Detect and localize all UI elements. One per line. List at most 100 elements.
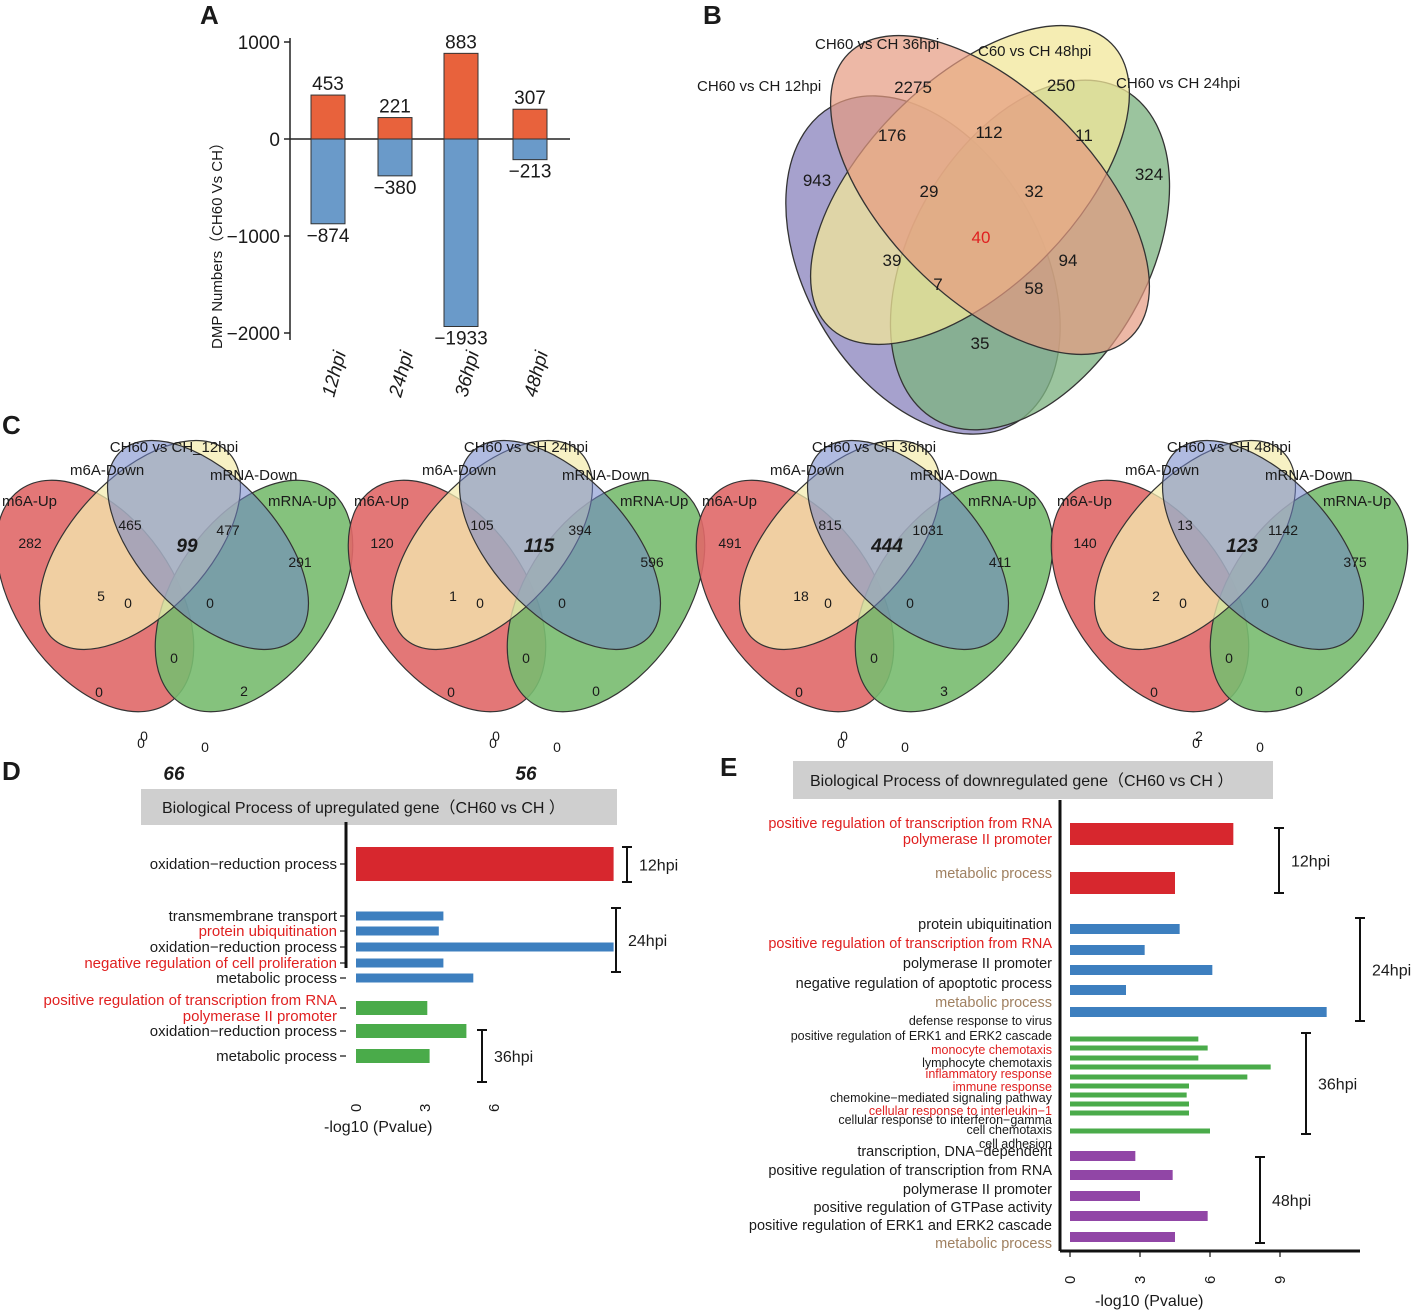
venn-c-region-count: 123: [1226, 536, 1258, 557]
venn-c-set-mrna-down: [1161, 439, 1365, 651]
venn-b-region-count: 250: [1047, 76, 1075, 95]
x-tick-label: 3: [417, 1104, 434, 1112]
venn-c-label-mrna-down: mRNA-Down: [210, 467, 298, 484]
venn-b-region-count: 32: [1025, 182, 1044, 201]
venn-c-region-count: 0: [206, 595, 214, 611]
go-term-label: positive regulation of transcription fro…: [768, 816, 1052, 848]
venn-c-label-m6a-down: m6A-Down: [70, 462, 144, 479]
venn-c-label-m6a-up: m6A-Up: [702, 493, 757, 510]
go-bar: [1070, 1128, 1210, 1134]
go-term-label: oxidation−reduction process: [150, 856, 337, 873]
venn-c-region-count: 411: [989, 554, 1012, 570]
panel-d-title-box: [141, 789, 617, 825]
go-term-label: defense response to virus: [909, 1014, 1052, 1028]
group-label: 12hpi: [1291, 854, 1330, 871]
venn-c-label-m6a-up: m6A-Up: [354, 493, 409, 510]
venn-b-set-36hpi: [829, 34, 1151, 356]
venn-c-region-count: 105: [470, 517, 494, 533]
go-term-label: negative regulation of apoptotic process: [796, 976, 1052, 992]
bar-up: [377, 117, 413, 140]
go-term-label: cell chemotaxis: [967, 1123, 1052, 1137]
venn-b-region-count: 40: [972, 228, 991, 247]
venn-c-label-mrna-up: mRNA-Up: [268, 493, 336, 510]
venn-c-label-mrna-down: mRNA-Down: [562, 467, 650, 484]
venn-c-region-count: 5: [97, 588, 105, 604]
venn-c-region-count: 115: [524, 536, 555, 557]
venn-c-region-count: 2: [1152, 588, 1160, 604]
x-tick-label: 9: [1272, 1276, 1289, 1284]
venn-c-diagram: CH60 vs CH 24hpi m6A-Up m6A-Down mRNA-Down m…: [347, 439, 706, 785]
panel-a-y-label: DMP Numbers（CH60 Vs CH）: [209, 135, 226, 349]
venn-c-region-count: 815: [818, 517, 842, 533]
venn-c-region-count: 56: [515, 764, 537, 785]
go-bar: [1070, 1007, 1327, 1017]
venn-c-region-count: 375: [1343, 554, 1367, 570]
go-bar: [1070, 1064, 1271, 1070]
venn-c-region-count: 2: [1195, 728, 1203, 744]
venn-c-region-count: 2: [240, 683, 248, 699]
panel-b-venn: CH60 vs CH 12hpi CH60 vs CH 36hpi C60 vs…: [697, 24, 1240, 435]
venn-c-region-count: 0: [901, 739, 909, 755]
venn-b-title-36hpi: CH60 vs CH 36hpi: [815, 36, 939, 53]
go-bar: [356, 1024, 467, 1038]
venn-c-label-m6a-up: m6A-Up: [2, 493, 57, 510]
venn-c-region-count: 0: [489, 735, 497, 751]
go-term-label: metabolic process: [935, 866, 1052, 882]
venn-b-region-count: 29: [920, 182, 939, 201]
venn-c-region-count: 0: [795, 684, 803, 700]
x-tick-label: 0: [1062, 1276, 1079, 1284]
venn-c-label-mrna-up: mRNA-Up: [968, 493, 1036, 510]
bar-up-value: 453: [312, 74, 344, 95]
bar-up-value: 307: [514, 88, 546, 109]
venn-c-title: CH60 vs CH 24hpi: [464, 439, 588, 456]
y-tick-label: −2000: [227, 324, 280, 345]
go-bar: [1070, 924, 1180, 934]
venn-c-region-count: 0: [840, 728, 848, 744]
go-term-label: positive regulation of transcription fro…: [768, 1163, 1052, 1179]
go-term-label: monocyte chemotaxis: [931, 1043, 1052, 1057]
go-bar: [1070, 1170, 1173, 1180]
venn-c-region-count: 0: [1179, 595, 1187, 611]
go-term-label: positive regulation of ERK1 and ERK2 cas…: [749, 1218, 1052, 1234]
go-bar: [1070, 1055, 1199, 1061]
venn-c-region-count: 0: [1225, 650, 1233, 666]
y-tick-label: 0: [269, 130, 280, 151]
go-bar: [1070, 1151, 1136, 1161]
venn-c-label-mrna-down: mRNA-Down: [1265, 467, 1353, 484]
x-tick-label: 6: [1202, 1276, 1219, 1284]
venn-c-region-count: 491: [718, 535, 742, 551]
go-term-label: metabolic process: [935, 995, 1052, 1011]
venn-c-region-count: 596: [640, 554, 664, 570]
go-bar: [1070, 872, 1175, 894]
go-term-label: positive regulation of GTPase activity: [813, 1200, 1052, 1216]
venn-c-region-count: 0: [558, 595, 566, 611]
venn-c-region-count: 0: [476, 595, 484, 611]
venn-c-region-count: 18: [793, 588, 809, 604]
bar-down-value: −1933: [434, 329, 487, 350]
go-term-label: positive regulation of ERK1 and ERK2 cas…: [791, 1029, 1052, 1043]
go-term-label: cell adhesion: [979, 1137, 1052, 1151]
venn-c-region-count: 0: [170, 650, 178, 666]
go-bar: [1070, 1074, 1248, 1080]
venn-c-label-m6a-down: m6A-Down: [422, 462, 496, 479]
go-term-label: chemokine−mediated signaling pathway: [830, 1091, 1053, 1105]
venn-c-title: CH60 vs CH 36hpi: [812, 439, 936, 456]
x-tick-label: 24hpi: [385, 348, 418, 400]
panel-d-title: Biological Process of upregulated gene（C…: [162, 799, 565, 817]
bar-down: [443, 138, 479, 328]
venn-b-title-12hpi: CH60 vs CH 12hpi: [697, 78, 821, 95]
go-bar: [356, 926, 439, 936]
venn-c-region-count: 0: [837, 735, 845, 751]
venn-c-region-count: 0: [124, 595, 132, 611]
venn-c-label-mrna-up: mRNA-Up: [1323, 493, 1391, 510]
go-bar: [1070, 823, 1234, 845]
go-term-label: oxidation−reduction process: [150, 1023, 337, 1040]
go-term-label: polymerase II promoter: [903, 1182, 1052, 1198]
go-bar: [1070, 1191, 1140, 1201]
group-label: 24hpi: [628, 933, 667, 950]
go-term-label: oxidation−reduction process: [150, 939, 337, 956]
venn-c-set-mrna-down: [106, 439, 310, 651]
panel-label-c: C: [2, 410, 21, 440]
venn-c-label-m6a-up: m6A-Up: [1057, 493, 1112, 510]
